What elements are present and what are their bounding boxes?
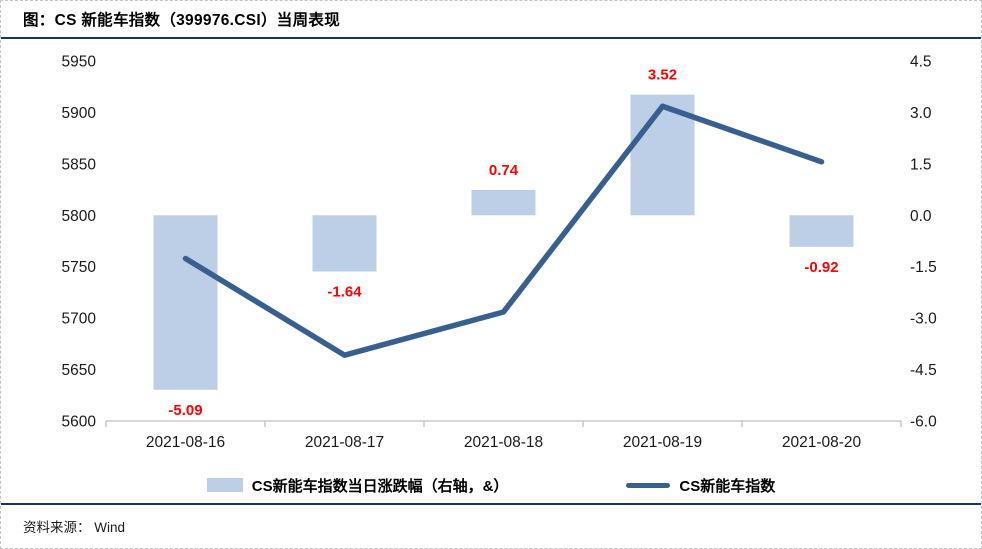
left-axis-tick-label: 5750 [62,259,97,276]
right-axis-tick-label: -3.0 [910,311,937,328]
left-axis-tick-label: 5650 [62,362,97,379]
bar-2021-08-17 [312,215,377,272]
figure-header: 图：CS 新能车指数（399976.CSI）当周表现 [1,1,981,39]
bar-series-swatch [206,478,243,492]
bar-2021-08-18 [471,189,536,216]
right-axis-tick-label: -1.5 [910,259,937,276]
left-axis-tick-label: 5700 [62,311,97,328]
chart-canvas: 5950 5900 5850 5800 5750 5700 5650 5600 4.5 3.0 1.… [62,54,938,452]
source-value: Wind [94,520,126,535]
legend: CS新能车指数当日涨跌幅（右轴，&） CS新能车指数 [1,467,981,503]
figure-title: 图：CS 新能车指数（399976.CSI）当周表现 [23,12,341,29]
right-axis-tick-label: 0.0 [910,208,932,225]
x-axis-label: 2021-08-17 [305,434,384,451]
right-axis-tick-label: 1.5 [910,156,932,173]
x-axis-label: 2021-08-20 [782,434,862,451]
bar-2021-08-16 [153,215,218,390]
right-axis-tick-label: -4.5 [910,362,937,379]
x-axis-label: 2021-08-19 [623,434,702,451]
legend-item-bar-series: CS新能车指数当日涨跌幅（右轴，&） [206,475,509,496]
x-axis-label: 2021-08-16 [146,434,225,451]
legend-label-bar-series: CS新能车指数当日涨跌幅（右轴，&） [251,477,509,495]
figure-footer: 资料来源： Wind [1,503,981,536]
right-axis-tick-label: 4.5 [910,54,932,71]
right-axis-tick-label: 3.0 [910,105,932,122]
bar-2021-08-20 [789,215,854,247]
legend-label-line-series: CS新能车指数 [679,477,776,495]
source-label: 资料来源： [23,520,91,535]
legend-item-line-series: CS新能车指数 [626,475,775,496]
bar-value-label: 0.74 [489,162,519,179]
left-axis-tick-label: 5950 [62,54,97,71]
left-axis-tick-label: 5850 [62,156,97,173]
bar-value-label: -0.92 [804,259,838,276]
bar-value-label: -1.64 [327,284,362,301]
line-series-swatch [626,482,671,488]
x-axis-label: 2021-08-18 [464,434,543,451]
left-axis-tick-label: 5800 [62,208,97,225]
left-axis-tick-label: 5900 [62,105,97,122]
bar-value-label: 3.52 [648,67,677,84]
left-axis-tick-label: 5600 [62,414,97,431]
right-axis-tick-label: -6.0 [910,414,937,431]
bar-value-label: -5.09 [168,402,202,419]
index-line [182,103,825,358]
